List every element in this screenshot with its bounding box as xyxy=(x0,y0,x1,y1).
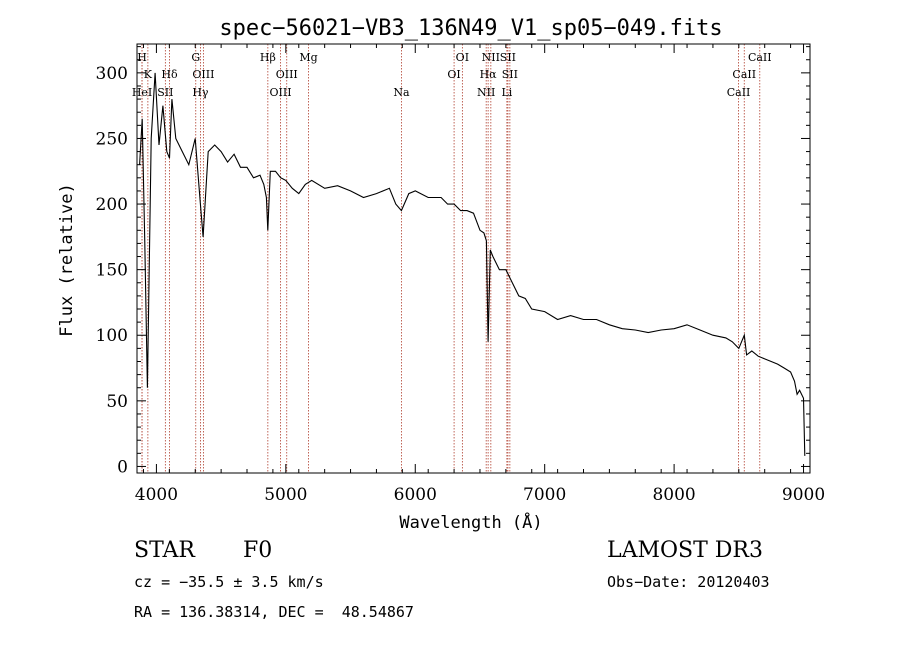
y-axis-label: Flux (relative) xyxy=(57,183,77,337)
line-label-7: Hγ xyxy=(192,86,209,99)
line-label-13: OI xyxy=(456,51,469,64)
spectrum-series-line xyxy=(139,72,806,456)
line-label-14: OI xyxy=(447,68,460,81)
y-tick-label-5: 250 xyxy=(96,129,128,149)
x-tick-label-1: 5000 xyxy=(264,485,307,505)
line-label-17: Hα xyxy=(480,68,498,81)
line-label-19: NII xyxy=(477,86,495,99)
y-tick-label-6: 300 xyxy=(96,64,128,84)
object-subclass: F0 xyxy=(243,538,273,563)
line-label-20: Li xyxy=(501,86,512,99)
x-axis-label: Wavelength (Å) xyxy=(399,511,542,533)
spectral-line-markers xyxy=(141,44,761,473)
survey-name: LAMOST DR3 xyxy=(607,538,763,563)
y-tick-label-4: 200 xyxy=(96,195,128,215)
line-label-10: OIII xyxy=(269,86,291,99)
line-label-12: Na xyxy=(393,86,410,99)
line-label-21: CaII xyxy=(748,51,772,64)
y-tick-label-0: 0 xyxy=(117,457,128,477)
line-label-6: OIII xyxy=(192,68,214,81)
line-label-23: CaII xyxy=(727,86,751,99)
line-label-11: Mg xyxy=(299,51,317,64)
line-label-16: SII xyxy=(500,51,516,64)
line-label-5: G xyxy=(191,51,200,64)
line-label-22: CaII xyxy=(732,68,756,81)
line-label-15: NII xyxy=(482,51,500,64)
x-tick-label-2: 6000 xyxy=(394,485,437,505)
x-tick-label-5: 9000 xyxy=(782,485,825,505)
object-class: STAR xyxy=(134,538,195,563)
line-label-1: K xyxy=(144,68,153,81)
line-label-0: H xyxy=(137,51,147,64)
line-label-3: HeI xyxy=(132,86,152,99)
line-label-2: Hδ xyxy=(161,68,178,81)
line-label-8: Hβ xyxy=(260,51,276,64)
plot-frame xyxy=(136,43,811,474)
x-tick-label-0: 4000 xyxy=(135,485,178,505)
x-tick-label-4: 8000 xyxy=(652,485,695,505)
x-tick-label-3: 7000 xyxy=(523,485,566,505)
y-axis: 0 50 100 150 200 250 300 xyxy=(96,46,810,477)
observation-date: Obs−Date: 20120403 xyxy=(607,573,770,591)
chart-title: spec−56021−VB3_136N49_V1_sp05−049.fits xyxy=(219,16,722,41)
redshift-value: cz = −35.5 ± 3.5 km/s xyxy=(134,573,324,591)
x-axis: 4000 5000 6000 7000 8000 9000 xyxy=(135,44,825,505)
y-tick-label-2: 100 xyxy=(96,326,128,346)
line-label-4: SII xyxy=(157,86,173,99)
coordinates: RA = 136.38314, DEC = 48.54867 xyxy=(134,603,414,621)
line-label-18: SII xyxy=(502,68,518,81)
line-label-9: OIII xyxy=(276,68,298,81)
y-tick-label-1: 50 xyxy=(106,392,128,412)
y-tick-label-3: 150 xyxy=(96,261,128,281)
